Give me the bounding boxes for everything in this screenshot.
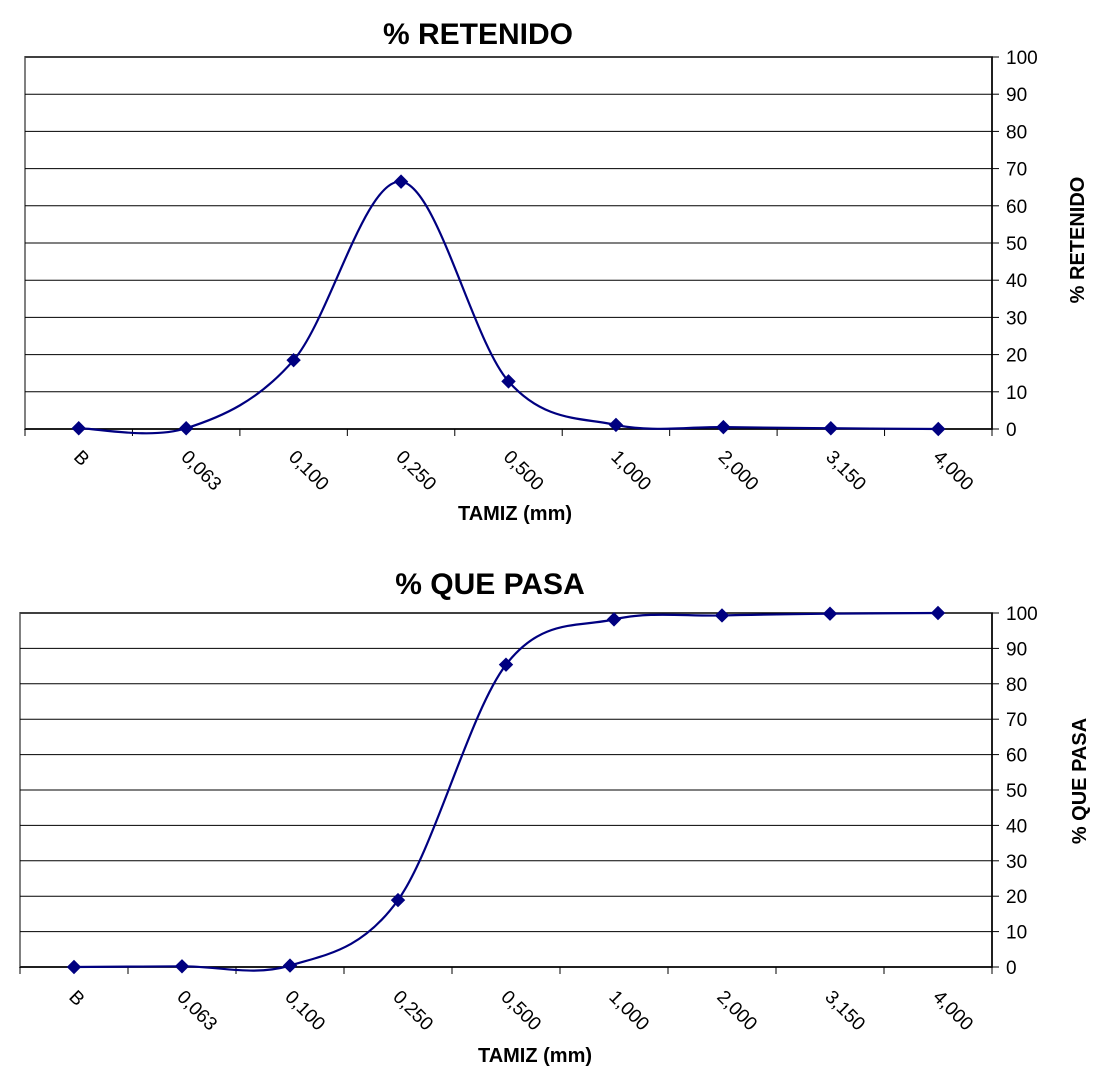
y-tick-label: 20 xyxy=(1006,346,1027,367)
data-point xyxy=(71,421,86,436)
x-tick-label: 1,000 xyxy=(606,447,654,495)
x-tick-label: 1,000 xyxy=(604,987,652,1035)
data-point xyxy=(66,959,82,975)
chart-title: % RETENIDO xyxy=(383,18,573,51)
x-tick-label: 4,000 xyxy=(928,987,976,1035)
data-point xyxy=(606,612,622,627)
x-tick-label: 0,063 xyxy=(177,447,225,495)
y-tick-label: 90 xyxy=(1006,85,1027,106)
x-tick-label: 0,250 xyxy=(392,447,440,495)
x-tick-label: 0,100 xyxy=(280,987,328,1035)
data-point xyxy=(282,958,298,973)
data-point xyxy=(714,608,730,623)
y-tick-label: 20 xyxy=(1006,887,1027,908)
y-tick-label: 30 xyxy=(1006,852,1027,873)
series-line xyxy=(73,611,939,972)
data-point xyxy=(178,421,194,436)
data-point xyxy=(822,606,838,621)
y-tick-label: 30 xyxy=(1006,308,1027,329)
x-axis-label: TAMIZ (mm) xyxy=(478,1045,592,1067)
x-tick-label: 4,000 xyxy=(929,447,977,495)
x-tick-label: 2,000 xyxy=(712,987,760,1035)
x-tick-label: 3,150 xyxy=(821,447,869,495)
data-point xyxy=(823,421,839,436)
chart-title: % QUE PASA xyxy=(395,568,584,601)
retenido-chart: % RETENIDO 0 10 20 30 40 50 60 70 80 90 100 B 0,063 0… xyxy=(24,18,1089,525)
y-tick-label: 0 xyxy=(1006,958,1017,979)
x-tick-label: 2,000 xyxy=(714,447,762,495)
y-tick-label: 60 xyxy=(1006,746,1027,767)
data-point xyxy=(608,417,624,433)
y-axis-label: % QUE PASA xyxy=(1069,718,1091,844)
data-point xyxy=(716,419,731,435)
data-point xyxy=(286,352,301,368)
data-point xyxy=(501,374,516,389)
y-tick-label: 50 xyxy=(1006,234,1027,255)
x-tick-label: 0,500 xyxy=(499,447,547,495)
y-tick-label: 60 xyxy=(1006,197,1027,218)
x-tick-label: 0,500 xyxy=(496,987,544,1035)
y-tick-label: 10 xyxy=(1006,923,1027,944)
y-tick-label: 80 xyxy=(1006,122,1027,143)
x-tick-label: 0,100 xyxy=(284,447,332,495)
data-point xyxy=(930,605,946,621)
data-point xyxy=(393,174,409,189)
x-tick-label: 3,150 xyxy=(820,987,868,1035)
y-tick-label: 40 xyxy=(1006,816,1027,837)
y-tick-label: 70 xyxy=(1006,710,1027,731)
x-axis-label: TAMIZ (mm) xyxy=(458,503,572,525)
y-tick-label: 100 xyxy=(1006,604,1038,625)
y-tick-label: 90 xyxy=(1006,639,1027,660)
x-tick-label: 0,250 xyxy=(388,987,436,1035)
y-tick-label: 70 xyxy=(1006,160,1027,181)
data-point xyxy=(498,657,514,672)
y-axis-label: % RETENIDO xyxy=(1067,177,1089,304)
data-point xyxy=(931,421,946,437)
series-line xyxy=(78,180,939,435)
x-tick-label: 0,063 xyxy=(172,987,220,1035)
y-tick-label: 0 xyxy=(1006,420,1017,441)
x-tick-label: B xyxy=(64,987,88,1011)
x-tick-label: B xyxy=(69,447,93,471)
data-point xyxy=(174,959,190,974)
plot-area: 0 10 20 30 40 50 60 70 80 90 100 B 0,063 0,100 0,250 0,… xyxy=(24,48,1038,495)
y-tick-label: 80 xyxy=(1006,675,1027,696)
que-pasa-chart: % QUE PASA 0 10 20 30 40 50 60 70 80 90 100 B 0,063 0… xyxy=(0,548,1096,1072)
y-tick-label: 100 xyxy=(1006,48,1038,69)
y-tick-label: 40 xyxy=(1006,271,1027,292)
plot-area: 0 10 20 30 40 50 60 70 80 90 100 B 0,063 0,100 0,250 0,… xyxy=(19,604,1038,1035)
y-tick-label: 10 xyxy=(1006,383,1027,404)
y-tick-label: 50 xyxy=(1006,781,1027,802)
data-point xyxy=(390,892,406,908)
